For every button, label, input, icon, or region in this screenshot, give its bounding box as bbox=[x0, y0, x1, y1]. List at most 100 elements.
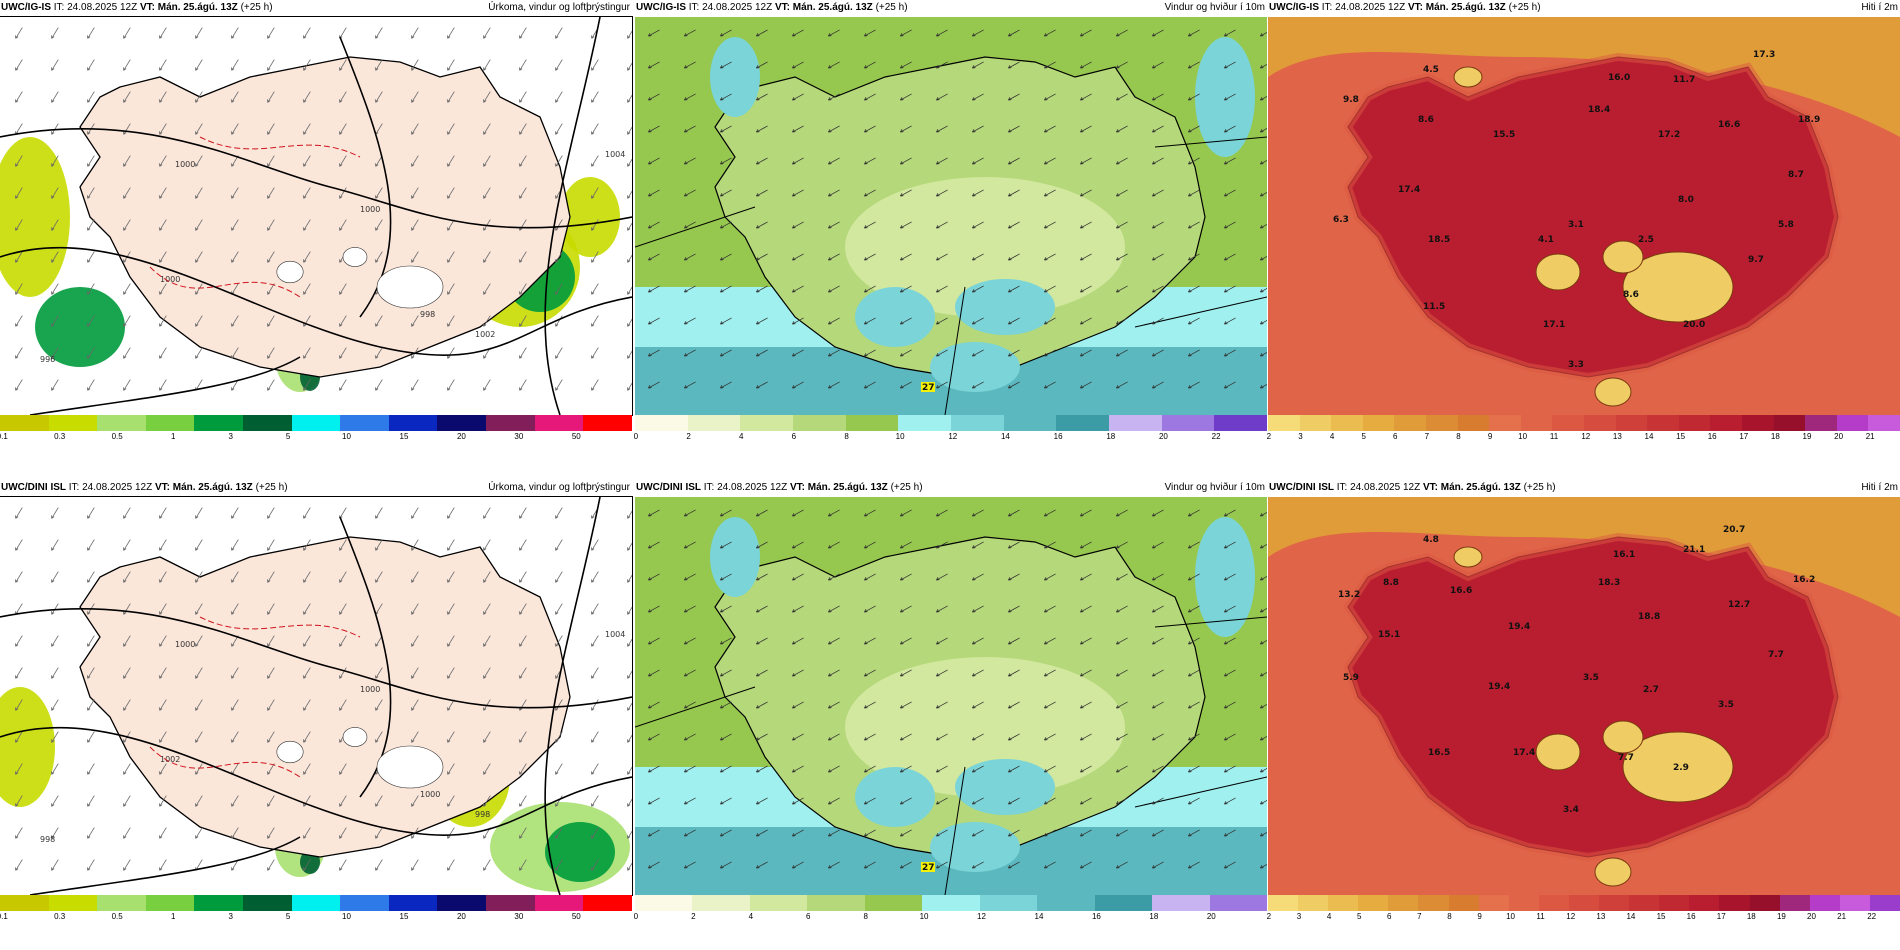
map-area: 1000 1000 1004 1002 998 998 1000 bbox=[0, 496, 633, 896]
panel-header: UWC/DINI ISL IT: 24.08.2025 12Z VT: Mán.… bbox=[635, 480, 1267, 496]
colorbar-swatch bbox=[1152, 895, 1210, 911]
colorbar-swatch bbox=[0, 895, 49, 911]
colorbar-tick-label: 7 bbox=[1417, 912, 1422, 921]
colorbar-tick-label: 18 bbox=[1746, 912, 1756, 921]
colorbar-tick-label: 15 bbox=[1656, 912, 1666, 921]
gust-area bbox=[1195, 517, 1255, 637]
valid-time-label: VT: bbox=[154, 482, 170, 493]
valid-time: Mán. 25.ágú. 13Z bbox=[1425, 2, 1506, 13]
valid-time-label: VT: bbox=[789, 482, 805, 493]
colorbar-swatch bbox=[845, 415, 899, 431]
temperature-value: 21.1 bbox=[1683, 545, 1705, 555]
colorbar-swatch bbox=[1448, 895, 1479, 911]
map-area: 17.3 4.5 16.0 11.7 9.8 18.4 8.6 18.9 16.6 17.2 15.… bbox=[1268, 17, 1900, 415]
colorbar-swatch bbox=[1161, 415, 1215, 431]
colorbar-tick-label: 16 bbox=[1686, 912, 1696, 921]
glacier-cold-area bbox=[1535, 253, 1581, 291]
colorbar-swatch bbox=[388, 895, 438, 911]
colorbar-tick-label: 5 bbox=[1356, 912, 1362, 921]
temperature-value: 18.9 bbox=[1798, 115, 1820, 125]
colorbar-tick-label: 16 bbox=[1707, 432, 1717, 441]
colorbar-tick-label: 12 bbox=[948, 432, 958, 441]
map-area: 27 bbox=[635, 497, 1267, 895]
colorbar: 0 2 4 6 8 10 12 14 16 18 20 22 bbox=[634, 415, 1268, 453]
temperature-value: 15.1 bbox=[1378, 630, 1400, 640]
glacier-cold-area bbox=[1622, 251, 1734, 323]
precip-area bbox=[545, 822, 615, 882]
colorbar-swatch bbox=[1839, 895, 1870, 911]
model-name: UWC/DINI ISL bbox=[636, 482, 701, 493]
temperature-value: 19.4 bbox=[1508, 622, 1530, 632]
valid-time: Mán. 25.ágú. 13Z bbox=[1440, 482, 1521, 493]
init-time: IT: 24.08.2025 12Z bbox=[1321, 2, 1406, 13]
iceland-coastline bbox=[79, 56, 571, 378]
map-area: 20.7 4.8 16.1 21.1 8.8 18.3 16.2 13.2 16.6 12.7 18… bbox=[1268, 497, 1900, 895]
colorbar-swatch bbox=[437, 415, 487, 431]
model-name: UWC/IG-IS bbox=[636, 2, 686, 13]
precip-area bbox=[0, 687, 55, 807]
gust-area bbox=[930, 342, 1020, 392]
map-panel: UWC/IG-IS IT: 24.08.2025 12Z VT: Mán. 25… bbox=[0, 0, 633, 453]
colorbar-tick-label: 0.5 bbox=[111, 432, 123, 441]
colorbar-swatch bbox=[740, 415, 794, 431]
colorbar-swatch bbox=[340, 415, 389, 431]
colorbar-swatch bbox=[534, 895, 584, 911]
colorbar-swatch bbox=[749, 895, 808, 911]
temperature-value: 11.7 bbox=[1673, 75, 1695, 85]
colorbar-swatch bbox=[1358, 895, 1389, 911]
gust-area bbox=[855, 767, 935, 827]
model-name: UWC/IG-IS bbox=[1, 2, 51, 13]
colorbar-tick-label: 18 bbox=[1106, 432, 1116, 441]
colorbar-swatch bbox=[1298, 895, 1329, 911]
colorbar-tick-label: 10 bbox=[1506, 912, 1515, 921]
max-gust-label: 27 bbox=[922, 383, 935, 393]
colorbar-tick-label: 9 bbox=[1477, 912, 1482, 921]
isobar bbox=[29, 836, 301, 895]
colorbar-swatch bbox=[864, 895, 923, 911]
colorbar-swatch bbox=[243, 415, 292, 431]
colorbar-swatch bbox=[922, 895, 980, 911]
colorbar-tick-label: 19 bbox=[1776, 912, 1786, 921]
colorbar-tick-label: 5 bbox=[285, 912, 291, 921]
colorbar-swatch bbox=[1394, 415, 1426, 431]
map-area: 27 bbox=[635, 17, 1267, 415]
colorbar-tick-label: 5 bbox=[285, 432, 291, 441]
colorbar-tick-label: 12 bbox=[977, 912, 986, 921]
temperature-value: 8.6 bbox=[1623, 290, 1639, 300]
colorbar-tick-label: 15 bbox=[1676, 432, 1686, 441]
colorbar-swatch bbox=[194, 895, 244, 911]
colorbar: 0.1 0.3 0.5 1 3 5 10 15 20 30 50 bbox=[0, 415, 632, 453]
colorbar-tick-label: 15 bbox=[399, 912, 409, 921]
isobar-label: 1000 bbox=[360, 685, 380, 694]
colorbar-swatch bbox=[1331, 415, 1363, 431]
init-time: IT: 24.08.2025 12Z bbox=[53, 2, 138, 13]
colorbar-swatch bbox=[1583, 415, 1616, 431]
colorbar: 2 3 4 5 6 7 8 9 10 11 12 13 14 15 16 17 18 19 20 21 bbox=[1267, 415, 1900, 453]
colorbar-swatch bbox=[1538, 895, 1569, 911]
colorbar-swatch bbox=[1741, 415, 1774, 431]
panel-header: UWC/DINI ISL IT: 24.08.2025 12Z VT: Mán.… bbox=[1268, 480, 1900, 496]
colorbar-tick-label: 16 bbox=[1091, 912, 1101, 921]
isobar-label: 998 bbox=[475, 810, 490, 819]
init-time: IT: 24.08.2025 12Z bbox=[1336, 482, 1421, 493]
colorbar-swatch bbox=[951, 415, 1004, 431]
colorbar-swatch bbox=[486, 895, 535, 911]
init-time: IT: 24.08.2025 12Z bbox=[703, 482, 788, 493]
temperature-value: 3.5 bbox=[1718, 700, 1734, 710]
colorbar-tick-label: 18 bbox=[1149, 912, 1159, 921]
lead-time: (+25 h) bbox=[875, 2, 908, 13]
colorbar-swatch bbox=[388, 415, 438, 431]
panel-header: UWC/IG-IS IT: 24.08.2025 12Z VT: Mán. 25… bbox=[635, 0, 1267, 16]
colorbar-tick-label: 0.3 bbox=[54, 912, 66, 921]
colorbar-swatch bbox=[1209, 895, 1267, 911]
temperature-value: 6.3 bbox=[1333, 215, 1349, 225]
colorbar-tick-label: 30 bbox=[514, 912, 524, 921]
temperature-value: 4.8 bbox=[1423, 535, 1439, 545]
gust-area bbox=[855, 287, 935, 347]
colorbar-tick-label: 3 bbox=[228, 912, 233, 921]
colorbar-swatch bbox=[807, 895, 865, 911]
colorbar-tick-label: 30 bbox=[514, 432, 524, 441]
colorbar-swatch bbox=[1615, 415, 1648, 431]
colorbar-tick-label: 10 bbox=[342, 432, 351, 441]
model-name: UWC/DINI ISL bbox=[1, 482, 66, 493]
